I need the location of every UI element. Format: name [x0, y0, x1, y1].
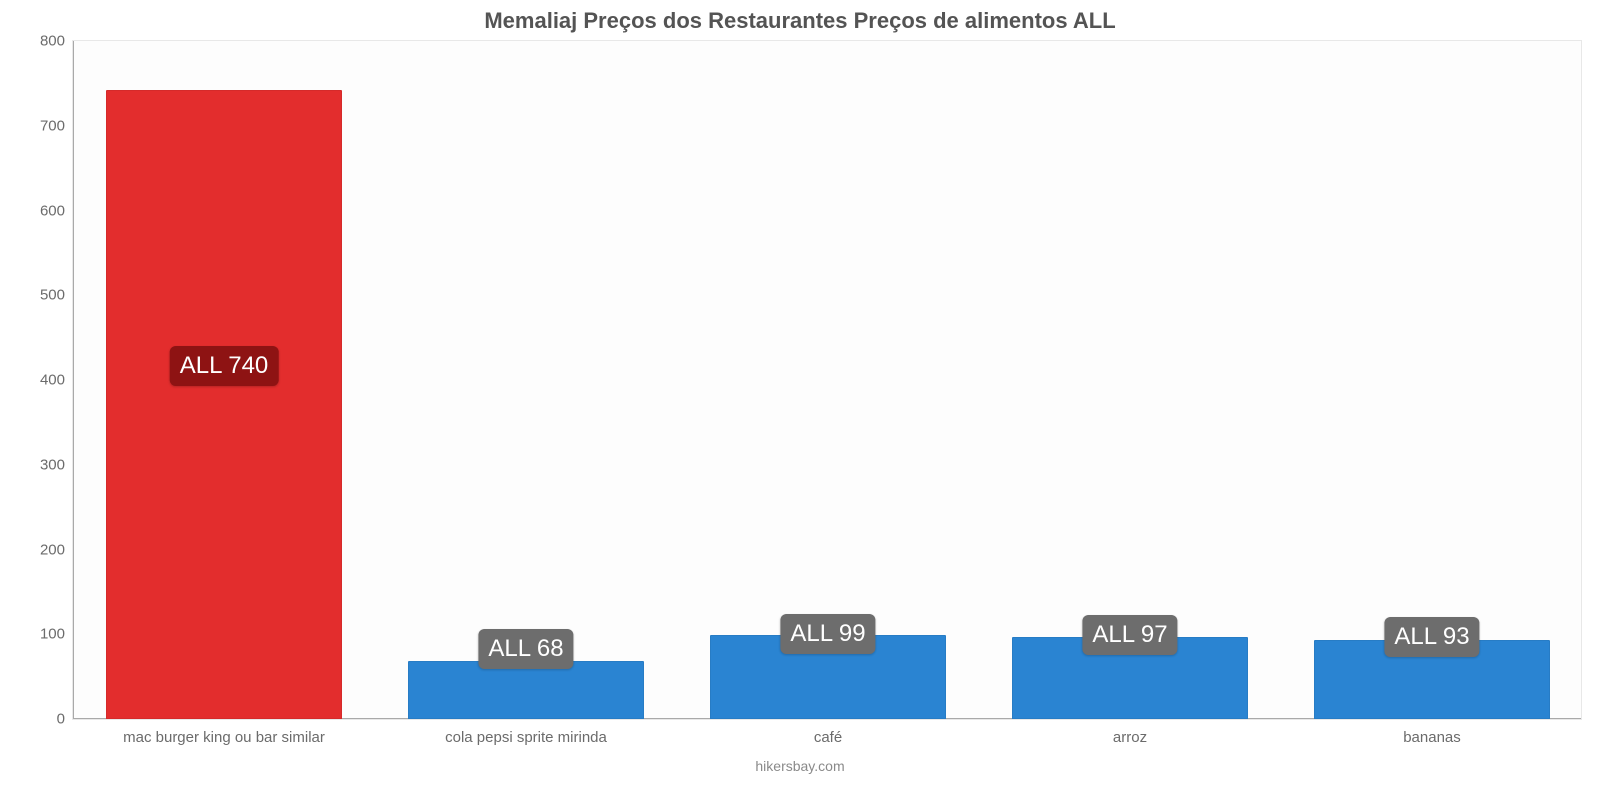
- y-tick-label: 0: [57, 711, 73, 728]
- y-tick-label: 100: [40, 626, 73, 643]
- y-tick-label: 500: [40, 287, 73, 304]
- x-category-label: arroz: [1113, 719, 1147, 746]
- y-tick-label: 400: [40, 372, 73, 389]
- bar: [106, 90, 342, 719]
- bar-value-label: ALL 740: [170, 346, 279, 386]
- chart-footer: hikersbay.com: [0, 758, 1600, 774]
- y-tick-label: 300: [40, 456, 73, 473]
- y-tick-label: 700: [40, 117, 73, 134]
- chart-canvas: Memaliaj Preços dos Restaurantes Preços …: [0, 0, 1600, 800]
- y-tick-label: 600: [40, 202, 73, 219]
- x-category-label: cola pepsi sprite mirinda: [445, 719, 607, 746]
- x-category-label: café: [814, 719, 842, 746]
- y-tick-label: 800: [40, 33, 73, 50]
- bar-value-label: ALL 68: [478, 629, 573, 669]
- plot-area: 0100200300400500600700800 ALL 740mac bur…: [72, 40, 1582, 720]
- bar: [408, 661, 644, 719]
- chart-title: Memaliaj Preços dos Restaurantes Preços …: [0, 0, 1600, 34]
- bar-value-label: ALL 99: [780, 614, 875, 654]
- x-category-label: bananas: [1403, 719, 1461, 746]
- y-tick-label: 200: [40, 541, 73, 558]
- bar-value-label: ALL 97: [1082, 615, 1177, 655]
- bars-container: ALL 740mac burger king ou bar similarALL…: [73, 41, 1581, 719]
- bar-value-label: ALL 93: [1384, 617, 1479, 657]
- x-category-label: mac burger king ou bar similar: [123, 719, 325, 746]
